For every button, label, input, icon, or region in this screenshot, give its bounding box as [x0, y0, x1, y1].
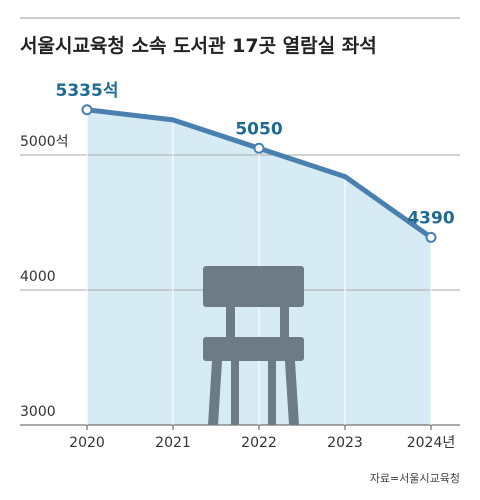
value-label: 5335석 [56, 81, 119, 101]
y-tick-label: 4000 [20, 269, 56, 285]
chair-illustration [203, 266, 304, 425]
chart-title: 서울시교육청 소속 도서관 17곳 열람실 좌석 [20, 35, 377, 57]
point [253, 142, 265, 154]
plot: 3000 4000 5000석 2020 2021 2022 2023 2024년 5335석 5… [20, 81, 460, 451]
x-tick-label: 2022 [241, 435, 277, 451]
value-label: 4390 [407, 208, 454, 228]
point [425, 231, 437, 243]
x-tick-label: 2020 [69, 435, 105, 451]
point [81, 104, 93, 116]
x-tick-label: 2021 [155, 435, 191, 451]
source: 자료=서울시교육청 [370, 472, 460, 485]
value-label: 5050 [235, 119, 282, 139]
x-tick-label: 2024년 [407, 435, 456, 451]
x-tick-label: 2023 [327, 435, 363, 451]
y-tick-label: 3000 [20, 404, 56, 420]
y-tick-label: 5000석 [20, 134, 69, 150]
